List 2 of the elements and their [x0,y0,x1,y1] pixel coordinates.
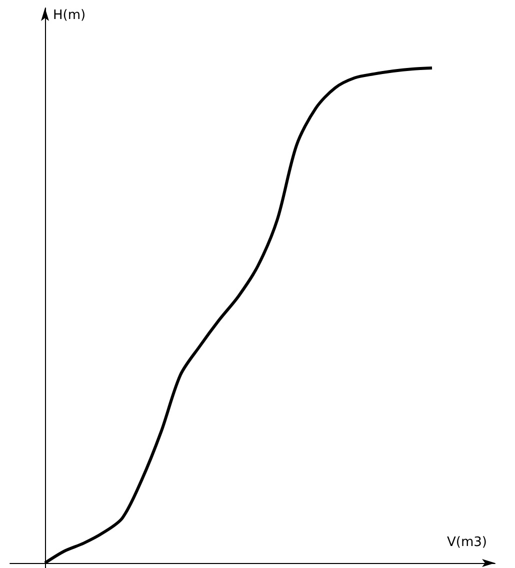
x-axis-title: V(m3) [447,535,487,550]
y-axis-title: H(m) [53,8,86,23]
